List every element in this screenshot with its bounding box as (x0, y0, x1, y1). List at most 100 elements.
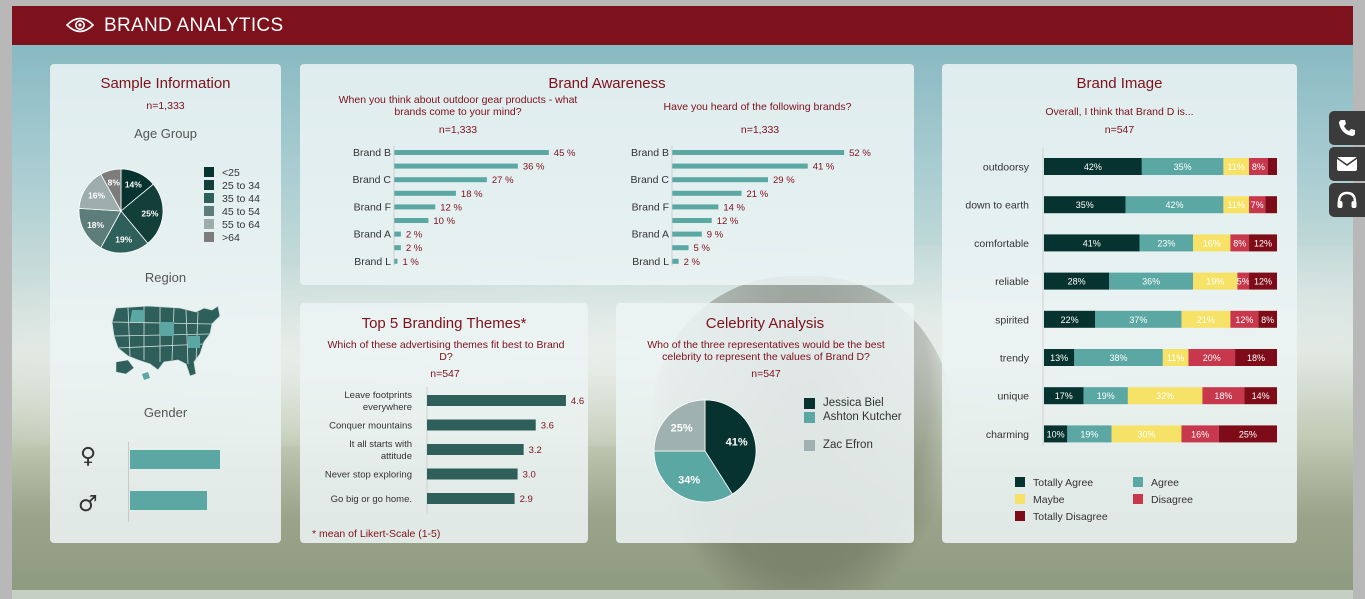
segment-agree (1139, 234, 1194, 252)
segment-label: 35% (1076, 200, 1094, 210)
mail-icon (1336, 157, 1358, 171)
sample-information-panel: Sample Information n=1,333 Age Group 14%… (50, 64, 281, 543)
segment-label: 30% (1138, 429, 1156, 439)
bar-value-label: 45 % (554, 148, 576, 159)
awareness-n-unaided: n=1,333 (438, 124, 478, 136)
image-question: Overall, I think that Brand D is... (1045, 106, 1194, 118)
segment-label: 10% (1047, 429, 1065, 439)
themes-footnote: * mean of Likert-Scale (1-5) (312, 528, 441, 540)
bar-row-7 (394, 245, 401, 251)
legend-label: Disagree (1151, 494, 1194, 506)
gender-bar-female (130, 450, 220, 469)
theme-label: Go big or go home. (331, 494, 412, 505)
legend-label: Maybe (1033, 494, 1065, 506)
themes-question: Which of these advertising themes fit be… (327, 339, 565, 363)
segment-label: 18% (1247, 353, 1265, 363)
image-category-charming: charming (986, 429, 1029, 441)
segment-totally-disagree (1265, 196, 1277, 214)
theme-bar (427, 395, 566, 406)
segment-label: 25% (1239, 429, 1257, 439)
bar-category-brand-a: Brand A (354, 229, 391, 241)
theme-value: 3.0 (523, 470, 536, 481)
gender-title: Gender (143, 405, 188, 420)
celebrity-pie-chart: 41% 34% 25% (653, 399, 757, 503)
segment-disagree (1249, 196, 1266, 214)
segment-label: 11% (1228, 162, 1245, 172)
legend-swatch (204, 180, 214, 190)
image-category-reliable: reliable (995, 276, 1029, 288)
segment-disagree (1188, 349, 1236, 366)
legend-swatch (1015, 494, 1025, 504)
segment-label: 22% (1061, 315, 1079, 325)
image-n: n=547 (1104, 124, 1135, 136)
segment-label: 19% (1097, 391, 1115, 401)
segment-label: 14% (1252, 391, 1270, 401)
segment-disagree (1230, 234, 1250, 252)
segment-maybe (1223, 158, 1250, 175)
bar-row-7 (672, 245, 689, 251)
segment-label: 5% (1237, 277, 1250, 287)
us-map (111, 305, 221, 380)
theme-label: Conquer mountains (329, 421, 412, 432)
segment-label: 32% (1156, 391, 1174, 401)
segment-disagree (1249, 158, 1268, 175)
segment-maybe (1223, 196, 1250, 214)
legend-label: >64 (222, 232, 240, 244)
bar-value-label: 18 % (461, 189, 483, 200)
segment-label: 11% (1167, 353, 1184, 363)
segment-label: 12% (1235, 315, 1253, 325)
image-legend-item: Agree (1133, 477, 1179, 489)
pie-slice-25-to-34 (120, 183, 164, 244)
age-group-title: Age Group (134, 126, 197, 141)
pie-slice-zac-efron (653, 399, 706, 452)
segment-label: 23% (1157, 238, 1175, 248)
pie-slice-64 (100, 168, 122, 212)
segment-label: 19% (1080, 429, 1098, 439)
age-legend-item: 35 to 44 (204, 193, 260, 205)
mail-button[interactable] (1329, 147, 1365, 181)
legend-swatch (1015, 511, 1025, 521)
bottom-bar (12, 590, 1353, 599)
segment-agree (1074, 349, 1163, 366)
legend-swatch (204, 206, 214, 216)
image-category-spirited: spirited (995, 314, 1029, 326)
support-button[interactable] (1329, 183, 1365, 217)
bar-category-brand-l: Brand L (632, 256, 669, 266)
age-legend-item: 55 to 64 (204, 219, 260, 231)
legend-swatch (204, 219, 214, 229)
theme-bar (427, 419, 536, 431)
age-legend-item: >64 (204, 232, 240, 244)
legend-swatch (1133, 494, 1143, 504)
bar-brand-a (672, 231, 702, 237)
celebrity-legend-item: Ashton Kutcher (804, 411, 903, 424)
bar-brand-b (394, 150, 549, 155)
bar-category-brand-c: Brand C (630, 174, 669, 186)
legend-label: Agree (1151, 477, 1180, 489)
bar-category-brand-b: Brand B (631, 147, 669, 159)
awareness-n-aided: n=1,333 (740, 124, 780, 136)
legend-label: Totally Agree (1033, 477, 1094, 489)
segment-agree (1067, 425, 1112, 443)
segment-label: 37% (1129, 315, 1147, 325)
sample-n: n=1,333 (146, 100, 185, 112)
segment-label: 12% (1254, 238, 1272, 248)
segment-label: 42% (1165, 200, 1183, 210)
bar-value-label: 9 % (707, 230, 724, 241)
bar-category-brand-f: Brand F (632, 201, 669, 213)
image-legend-item: Disagree (1133, 494, 1193, 506)
segment-totally-disagree (1267, 158, 1277, 175)
phone-button[interactable] (1329, 111, 1365, 145)
bar-value-label: 36 % (523, 162, 545, 173)
theme-bar (427, 468, 518, 480)
app-header: BRAND ANALYTICS (12, 6, 1353, 45)
region-title: Region (144, 270, 187, 285)
segment-disagree (1181, 425, 1219, 443)
awareness-question-unaided: When you think about outdoor gear produc… (338, 94, 578, 118)
bar-category-brand-l: Brand L (354, 256, 391, 266)
celebrity-title: Celebrity Analysis (705, 315, 825, 332)
bar-brand-c (394, 177, 487, 183)
bar-brand-b (672, 150, 845, 155)
segment-label: 41% (1083, 238, 1101, 248)
segment-label: 18% (1214, 391, 1232, 401)
bar-value-label: 21 % (747, 189, 769, 200)
